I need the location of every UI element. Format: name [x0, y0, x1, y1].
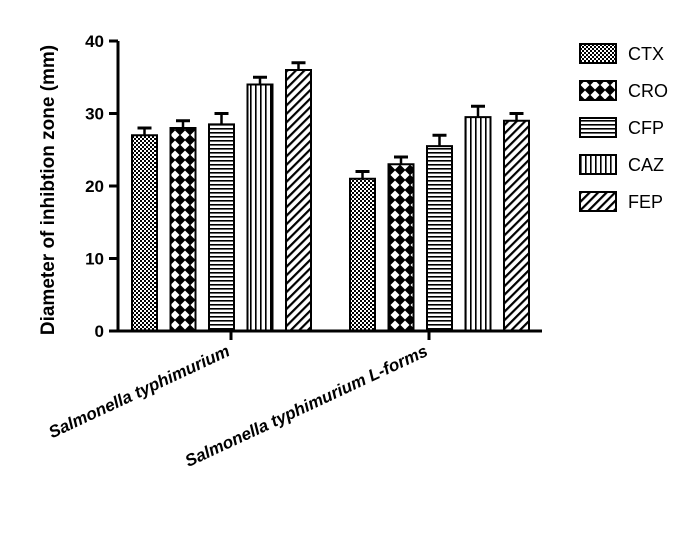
legend-label-fep: FEP: [628, 192, 663, 212]
bar-caz-cat2: [464, 116, 492, 332]
bar-cro-cat1: [169, 127, 197, 332]
bar-ctx-cat2: [349, 177, 376, 332]
y-axis-title: Diameter of inhibtion zone (mm): [38, 45, 59, 335]
legend-label-cro: CRO: [628, 81, 668, 101]
legend-swatch-caz: [579, 154, 617, 175]
legend-swatch-cfp: [579, 117, 617, 138]
legend: CTX CRO CFP CAZ FEP: [579, 43, 668, 212]
y-tick-label-20: 20: [85, 177, 104, 196]
error-bars-layer: [137, 61, 524, 179]
y-tick-label-40: 40: [85, 32, 104, 51]
legend-swatch-ctx: [579, 43, 617, 64]
legend-label-ctx: CTX: [628, 44, 664, 64]
bar-fep-cat1: [285, 69, 312, 332]
legend-label-caz: CAZ: [628, 155, 664, 175]
category-label-1: Salmonella typhimurium: [46, 341, 233, 442]
legend-swatch-fep: [579, 191, 617, 212]
y-ticks: 0 10 20 30 40: [85, 32, 118, 341]
bars-layer: [131, 69, 530, 332]
legend-swatch-cro: [579, 80, 617, 101]
legend-label-cfp: CFP: [628, 118, 664, 138]
bar-cfp-cat1: [208, 123, 235, 332]
bar-caz-cat1: [246, 83, 274, 332]
bar-cfp-cat2: [426, 145, 453, 332]
y-tick-label-0: 0: [95, 322, 104, 341]
bar-cro-cat2: [387, 163, 415, 332]
y-tick-label-30: 30: [85, 105, 104, 124]
bar-fep-cat2: [503, 119, 530, 332]
y-tick-label-10: 10: [85, 250, 104, 269]
bar-ctx-cat1: [131, 134, 158, 332]
